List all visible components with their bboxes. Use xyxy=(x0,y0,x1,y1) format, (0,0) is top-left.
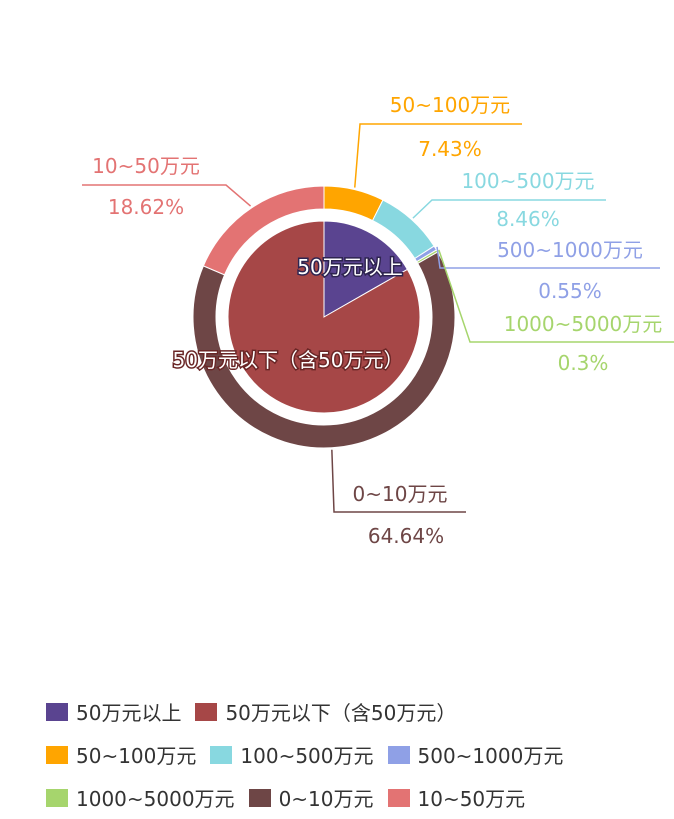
legend-swatch xyxy=(248,788,271,807)
legend-item-500-1000w[interactable]: 500~1000万元 xyxy=(387,740,564,769)
legend-swatch xyxy=(195,702,218,721)
legend-label: 100~500万元 xyxy=(240,744,374,768)
legend-label: 1000~5000万元 xyxy=(76,787,235,811)
legend-swatch xyxy=(46,745,68,764)
leader-line xyxy=(412,199,606,219)
slice-percent-label: 8.46% xyxy=(496,207,560,231)
leader-line xyxy=(438,249,674,343)
chart-legend: 50万元以上 50万元以下（含50万元） 50~100万元 100~500万元 … xyxy=(46,690,666,819)
legend-item-1000-5000w[interactable]: 1000~5000万元 xyxy=(46,783,235,812)
legend-swatch xyxy=(46,702,68,721)
legend-item-50-100w[interactable]: 50~100万元 xyxy=(46,740,196,769)
legend-item-under-50w[interactable]: 50万元以下（含50万元） xyxy=(195,697,456,726)
legend-item-over-50w[interactable]: 50万元以上 xyxy=(46,697,181,726)
slice-name-label: 50~100万元 xyxy=(390,93,510,117)
leader-line xyxy=(354,123,522,188)
legend-swatch xyxy=(210,745,233,764)
legend-label: 50万元以下（含50万元） xyxy=(225,701,457,725)
legend-item-10-50w[interactable]: 10~50万元 xyxy=(387,783,526,812)
inner-label: 50万元以下（含50万元） xyxy=(173,348,404,372)
legend-row: 1000~5000万元 0~10万元 10~50万元 xyxy=(46,776,666,819)
leader-line xyxy=(436,246,660,269)
slice-percent-label: 0.55% xyxy=(538,279,602,303)
slice-percent-label: 64.64% xyxy=(368,524,444,548)
leader-line xyxy=(82,184,252,207)
slice-name-label: 0~10万元 xyxy=(353,482,448,506)
inner-pie-slice-0 xyxy=(323,220,409,318)
slice-name-label: 100~500万元 xyxy=(461,169,594,193)
legend-swatch xyxy=(387,788,410,807)
outer-ring-slice-0 xyxy=(323,185,384,222)
legend-swatch xyxy=(387,745,410,764)
slice-percent-label: 0.3% xyxy=(558,351,609,375)
chart-canvas: 50万元以上 50万元以下（含50万元） 50~100万元 7.43% 100~500万… xyxy=(82,93,674,548)
slice-name-label: 1000~5000万元 xyxy=(504,312,663,336)
slice-percent-label: 7.43% xyxy=(418,137,482,161)
outer-ring-slice-5 xyxy=(202,185,325,276)
outer-ring-slice-4 xyxy=(192,251,456,449)
inner-pie-slice-1 xyxy=(227,220,421,414)
legend-label: 50~100万元 xyxy=(76,744,197,768)
slice-percent-label: 18.62% xyxy=(108,195,184,219)
leader-line xyxy=(331,449,466,513)
slice-name-label: 500~1000万元 xyxy=(497,238,643,262)
legend-label: 50万元以上 xyxy=(76,701,182,725)
slice-name-label: 10~50万元 xyxy=(92,154,200,178)
legend-label: 500~1000万元 xyxy=(417,744,564,768)
legend-row: 50~100万元 100~500万元 500~1000万元 xyxy=(46,733,666,776)
legend-item-0-10w[interactable]: 0~10万元 xyxy=(248,783,374,812)
legend-item-100-500w[interactable]: 100~500万元 xyxy=(210,740,374,769)
legend-label: 0~10万元 xyxy=(278,787,374,811)
legend-swatch xyxy=(46,788,68,807)
legend-label: 10~50万元 xyxy=(417,787,526,811)
legend-row: 50万元以上 50万元以下（含50万元） xyxy=(46,690,666,733)
inner-label: 50万元以上 xyxy=(297,255,402,279)
